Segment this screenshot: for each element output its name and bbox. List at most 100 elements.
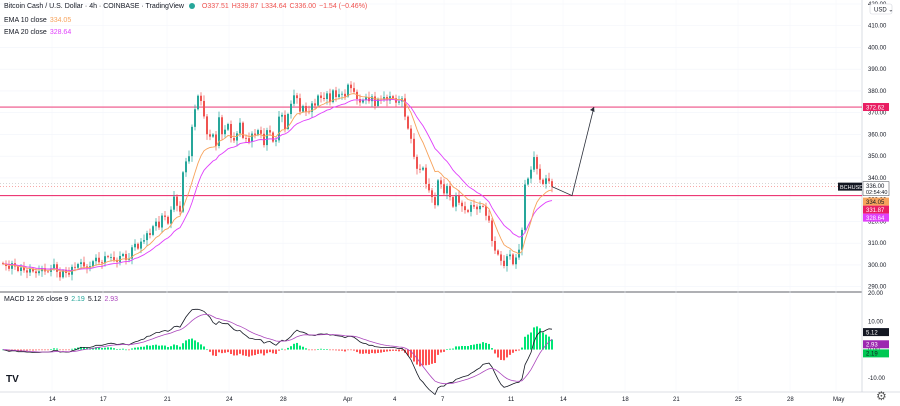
macd-histogram-bar <box>209 350 211 352</box>
candle-body <box>461 203 463 206</box>
macd-histogram-bar <box>257 350 259 354</box>
macd-histogram-bar <box>245 350 247 356</box>
candle-body <box>29 269 31 273</box>
ema10-value: 334.05 <box>50 17 71 24</box>
macd-histogram-bar <box>239 350 241 354</box>
candle-body <box>302 106 304 112</box>
macd-line-value: 5.12 <box>88 296 102 303</box>
candle-body <box>374 96 376 106</box>
candle-body <box>479 206 481 209</box>
macd-histogram-bar <box>299 346 301 350</box>
candle-body <box>497 251 499 255</box>
macd-signal-value: 2.93 <box>104 296 118 303</box>
time-tick-label: 17 <box>100 397 107 403</box>
macd-legend[interactable]: MACD 12 26 close 9 2.19 5.12 2.93 <box>4 296 121 303</box>
macd-histogram-bar <box>365 350 367 354</box>
candle-body <box>170 210 172 224</box>
candle-body <box>341 94 343 95</box>
macd-histogram-bar <box>545 335 547 350</box>
candle-body <box>428 184 430 190</box>
price-tick-label: 410.00 <box>868 24 887 30</box>
macd-histogram-bar <box>524 337 526 350</box>
macd-histogram-bar <box>206 349 208 350</box>
candle-body <box>359 99 361 102</box>
candle-body <box>446 186 448 193</box>
time-tick-label: 11 <box>508 397 515 403</box>
macd-histogram-bar <box>527 335 529 350</box>
macd-histogram-bar <box>533 327 535 349</box>
macd-histogram-bar <box>134 348 136 350</box>
macd-histogram-bar <box>125 350 127 351</box>
ema10-price-tag: 334.05 <box>866 200 885 206</box>
market-status-icon <box>189 3 195 9</box>
tradingview-logo-icon[interactable]: TV <box>6 374 19 385</box>
macd-histogram-bar <box>353 350 355 351</box>
macd-histogram-bar <box>386 350 388 352</box>
macd-histogram-bar <box>311 350 313 351</box>
candle-body <box>476 207 478 210</box>
macd-histogram-bar <box>185 340 187 349</box>
candle-body <box>134 244 136 247</box>
candle-body <box>59 272 61 277</box>
macd-histogram-bar <box>203 346 205 349</box>
macd-histogram-bar <box>422 350 424 366</box>
ema10-legend[interactable]: EMA 10 close 334.05 <box>4 17 74 24</box>
macd-histogram-bar <box>143 347 145 350</box>
macd-histogram-bar <box>494 350 496 354</box>
candle-body <box>176 197 178 206</box>
macd-value-tag: 5.12 <box>866 330 878 336</box>
ema20-legend[interactable]: EMA 20 close 328.64 <box>4 29 74 36</box>
candle-body <box>17 266 19 271</box>
candle-body <box>158 222 160 228</box>
macd-histogram-bar <box>128 350 130 351</box>
macd-histogram-bar <box>284 350 286 351</box>
macd-histogram-bar <box>473 345 475 350</box>
macd-histogram-bar <box>290 346 292 349</box>
price-tick-label: 290.00 <box>868 285 887 291</box>
candle-body <box>188 156 190 161</box>
candle-body <box>197 96 199 109</box>
candle-body <box>164 216 166 217</box>
candle-body <box>365 97 367 99</box>
macd-histogram-bar <box>464 346 466 350</box>
hist-value-tag: 2.19 <box>866 352 878 358</box>
candle-body <box>551 181 553 186</box>
candle-body <box>56 264 58 272</box>
macd-histogram-bar <box>314 350 316 351</box>
macd-histogram-bar <box>188 339 190 349</box>
candle-body <box>323 98 325 99</box>
macd-histogram-bar <box>332 350 334 351</box>
candle-body <box>419 169 421 170</box>
candle-body <box>452 197 454 207</box>
time-tick-label: 14 <box>49 397 56 403</box>
macd-histogram-bar <box>479 344 481 350</box>
gear-icon[interactable]: ⚙ <box>876 390 887 402</box>
candle-body <box>194 109 196 127</box>
candle-body <box>281 115 283 117</box>
macd-histogram-bar <box>26 350 28 351</box>
candle-body <box>179 206 181 212</box>
macd-histogram-bar <box>287 348 289 350</box>
candle-body <box>299 98 301 111</box>
macd-histogram-bar <box>515 350 517 352</box>
macd-tick-label: -10.00 <box>868 376 886 382</box>
price-tick-label: 340.00 <box>868 176 887 182</box>
macd-histogram-bar <box>461 346 463 350</box>
candle-body <box>485 206 487 216</box>
time-tick-label: 21 <box>673 397 680 403</box>
ema20-price-tag: 328.64 <box>866 216 885 222</box>
symbol-header: Bitcoin Cash / U.S. Dollar · 4h · COINBA… <box>4 3 370 10</box>
macd-histogram-bar <box>164 346 166 350</box>
candle-body <box>53 264 55 268</box>
macd-histogram-bar <box>59 350 61 351</box>
candle-body <box>434 197 436 205</box>
candle-body <box>239 123 241 134</box>
price-tick-label: 390.00 <box>868 67 887 73</box>
macd-histogram-bar <box>236 350 238 356</box>
candle-body <box>488 216 490 221</box>
macd-histogram-bar <box>476 344 478 350</box>
macd-histogram-bar <box>149 346 151 350</box>
candle-body <box>203 101 205 116</box>
symbol-tag: BCHUSD <box>840 185 863 191</box>
